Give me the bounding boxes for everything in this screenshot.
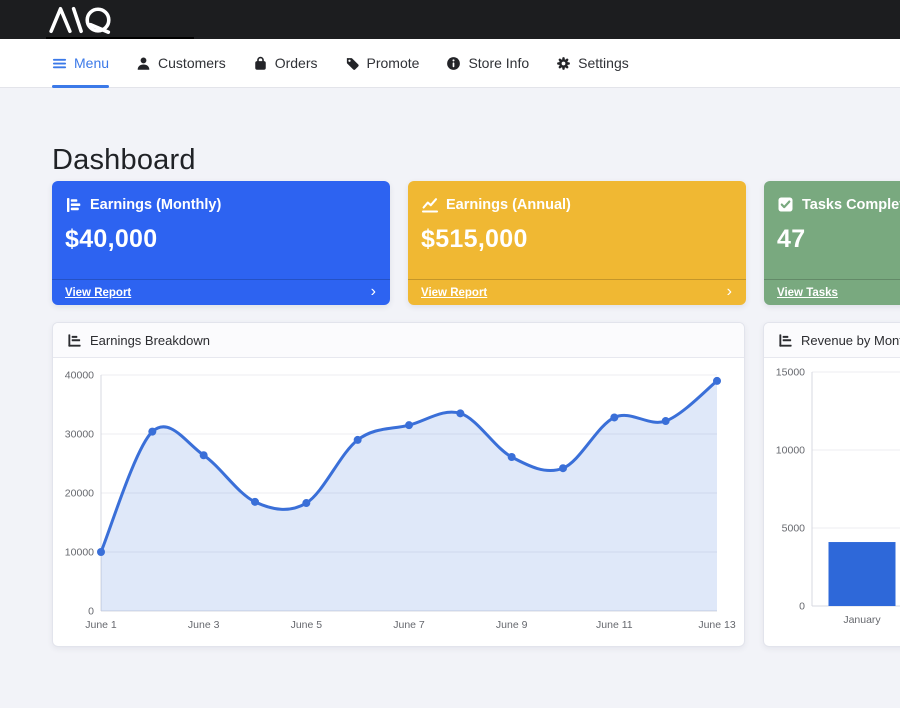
chevron-right-icon[interactable]: › [370, 282, 376, 300]
stat-card-title: Earnings (Annual) [446, 197, 571, 213]
stat-card-tasks-completed: Tasks Completed 47 View Tasks › [764, 181, 900, 305]
stat-card-title: Earnings (Monthly) [90, 197, 222, 213]
svg-text:10000: 10000 [65, 547, 94, 559]
stat-card-footer: View Report › [408, 279, 746, 305]
revenue-by-month-chart: 0 5000 10000 15000 January [776, 367, 900, 626]
chart-bar-icon [67, 198, 81, 212]
svg-text:June 3: June 3 [188, 619, 220, 631]
stat-card-earnings-monthly: Earnings (Monthly) $40,000 View Report › [52, 181, 390, 305]
stat-card-earnings-annual: Earnings (Annual) $515,000 View Report › [408, 181, 746, 305]
nav-item-label: Orders [274, 55, 318, 71]
chart-body: 0 10000 20000 30000 40000 June 1 June 3 June 5 J… [53, 358, 744, 646]
revenue-by-month-card: Revenue by Month 0 5000 10000 15000 January [763, 322, 900, 647]
view-report-link[interactable]: View Report [65, 286, 132, 299]
svg-text:0: 0 [88, 606, 94, 618]
view-tasks-link[interactable]: View Tasks [777, 286, 838, 299]
nav-item-promote[interactable]: Promote [345, 39, 420, 87]
nav-item-settings[interactable]: Settings [556, 39, 629, 87]
stat-card-value: $40,000 [65, 225, 158, 253]
svg-text:30000: 30000 [65, 429, 94, 441]
nav-item-orders[interactable]: Orders [253, 39, 318, 87]
nav-item-customers[interactable]: Customers [136, 39, 226, 87]
nav-item-store-info[interactable]: Store Info [446, 39, 529, 87]
gear-icon [557, 56, 571, 70]
svg-text:0: 0 [799, 601, 805, 613]
stat-card-value: 47 [777, 225, 806, 253]
view-report-link[interactable]: View Report [421, 286, 488, 299]
nav-item-label: Settings [578, 55, 629, 71]
stat-card-footer: View Tasks › [764, 279, 900, 305]
earnings-breakdown-card: Earnings Breakdown 0 10000 20000 30000 40000… [52, 322, 745, 647]
chart-card-header: Revenue by Month [764, 323, 900, 358]
stat-card-value: $515,000 [421, 225, 528, 253]
stat-card-footer: View Report › [52, 279, 390, 305]
page-title: Dashboard [52, 144, 196, 176]
chart-card-header: Earnings Breakdown [53, 323, 744, 358]
chart-body: 0 5000 10000 15000 January [764, 358, 900, 646]
chart-bar-icon [68, 333, 81, 347]
svg-text:15000: 15000 [776, 367, 805, 379]
nav-item-menu[interactable]: Menu [52, 39, 110, 88]
svg-text:June 13: June 13 [698, 619, 736, 631]
stat-card-body: Tasks Completed 47 [764, 181, 900, 279]
svg-text:June 5: June 5 [291, 619, 323, 631]
svg-text:January: January [843, 614, 881, 626]
main-nav: Menu Customers Orders Promote [0, 39, 900, 88]
svg-text:20000: 20000 [65, 488, 94, 500]
chart-line-icon [421, 198, 439, 213]
svg-text:June 9: June 9 [496, 619, 528, 631]
svg-text:June 11: June 11 [596, 619, 633, 631]
stat-card-body: Earnings (Monthly) $40,000 [52, 181, 390, 279]
svg-text:June 7: June 7 [393, 619, 425, 631]
shopping-bag-icon [254, 56, 266, 70]
stat-card-row: Earnings (Monthly) $40,000 View Report › [52, 181, 900, 305]
svg-text:40000: 40000 [65, 370, 94, 382]
nav-item-label: Menu [74, 55, 110, 71]
app-logo[interactable] [46, 5, 120, 35]
chevron-right-icon[interactable]: › [726, 282, 732, 300]
info-circle-icon [447, 56, 461, 70]
chart-bar-icon [779, 333, 792, 347]
user-icon [137, 57, 150, 70]
check-square-icon [778, 197, 793, 212]
nav-item-label: Customers [158, 55, 226, 71]
chart-title: Revenue by Month [801, 332, 900, 348]
charts-row: Earnings Breakdown 0 10000 20000 30000 40000… [52, 322, 900, 647]
chart-title: Earnings Breakdown [90, 332, 210, 348]
svg-text:June 1: June 1 [85, 619, 117, 631]
hamburger-icon [52, 58, 67, 68]
stat-card-body: Earnings (Annual) $515,000 [408, 181, 746, 279]
logo-underline [46, 37, 194, 39]
nav-item-label: Store Info [468, 55, 530, 71]
topbar [0, 0, 900, 39]
nav-item-label: Promote [366, 55, 420, 71]
tag-icon [346, 57, 359, 70]
svg-text:10000: 10000 [776, 445, 805, 457]
svg-text:5000: 5000 [782, 523, 806, 535]
earnings-breakdown-chart: 0 10000 20000 30000 40000 June 1 June 3 June 5 J… [65, 370, 736, 632]
stat-card-title: Tasks Completed [802, 197, 900, 213]
main-content: Dashboard Earnings (Monthly) $40,000 [0, 144, 900, 647]
